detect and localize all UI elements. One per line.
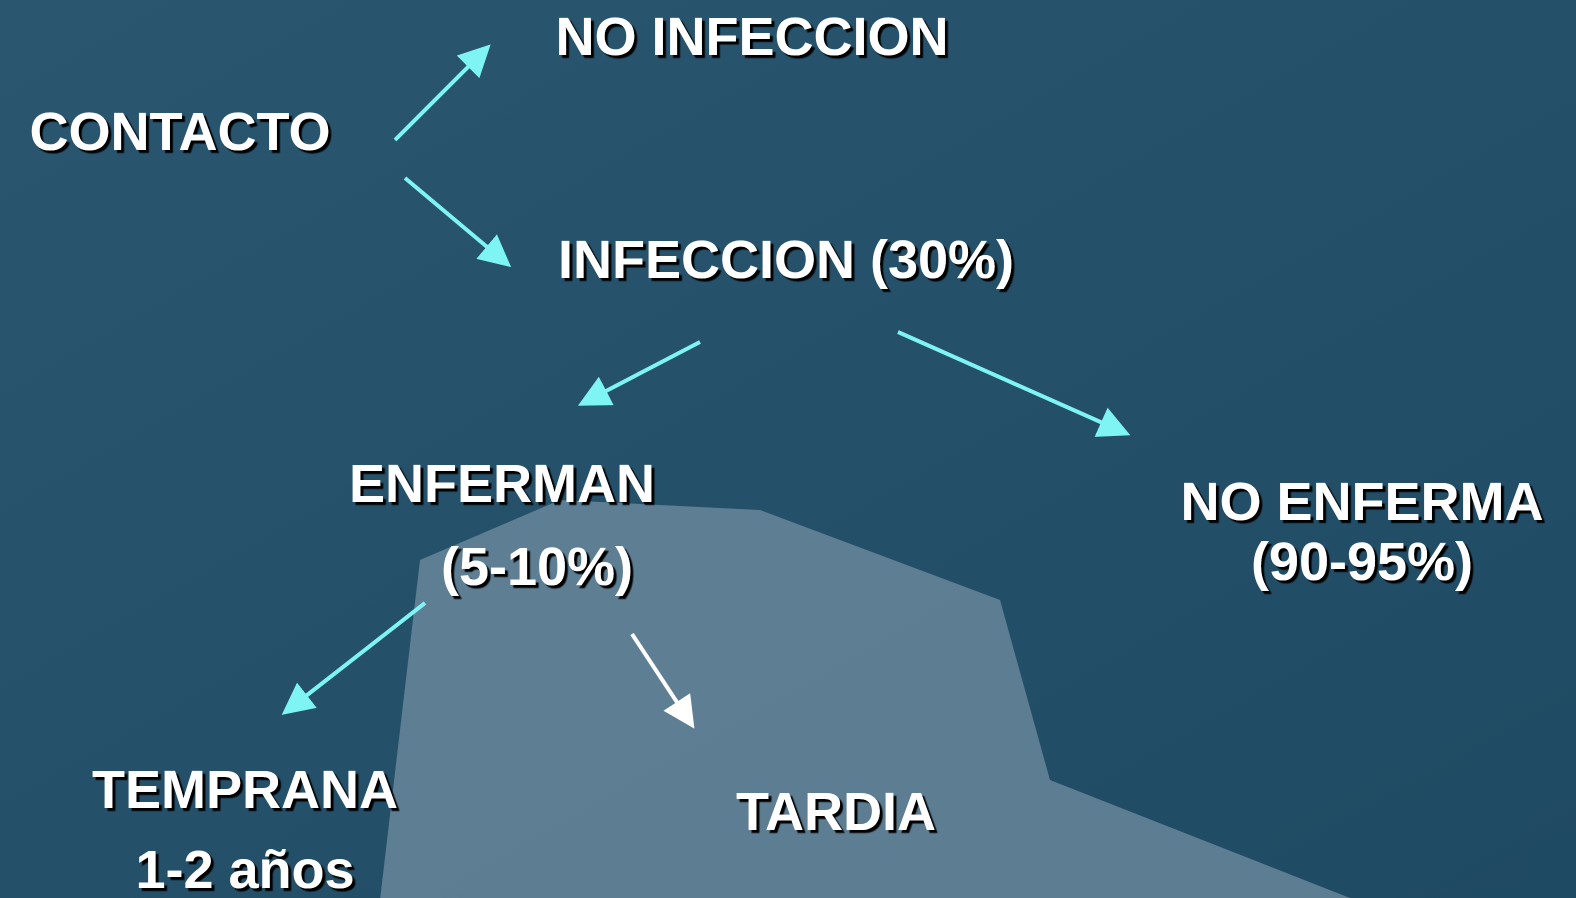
puzzle-piece [380, 500, 1350, 898]
arrow [281, 601, 427, 715]
node-label: NO INFECCION [555, 7, 948, 67]
node-label: 1-2 años [135, 840, 354, 898]
arrow [393, 44, 491, 142]
arrow [577, 340, 701, 406]
node-label: (90-95%) [1251, 532, 1473, 592]
node-label: TEMPRANA [92, 760, 398, 820]
arrows [281, 44, 1131, 729]
node-label: INFECCION (30%) [558, 230, 1014, 290]
node-label: CONTACTO [30, 102, 331, 162]
node-label: (5-10%) [441, 537, 633, 597]
node-label: TARDIA [736, 782, 936, 842]
node-label: NO ENFERMA [1181, 472, 1544, 532]
arrow [897, 330, 1131, 437]
node-label: ENFERMAN [349, 454, 655, 514]
arrow [403, 176, 512, 268]
arrow [630, 632, 695, 729]
